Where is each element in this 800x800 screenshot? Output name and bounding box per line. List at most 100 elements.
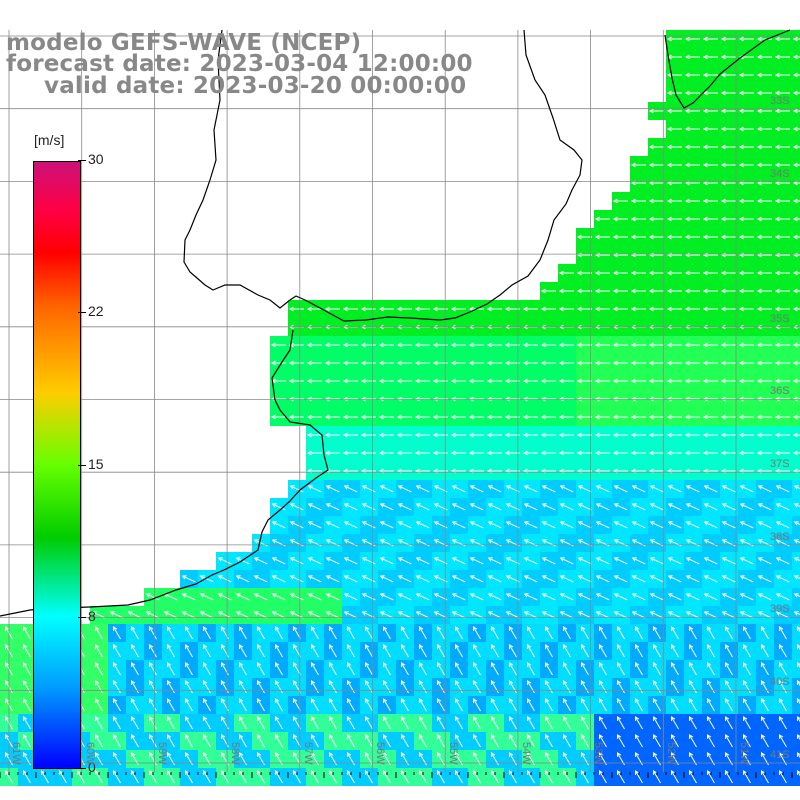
wind-arrow <box>612 378 628 384</box>
wind-arrow <box>720 288 736 294</box>
wind-arrow <box>792 36 800 42</box>
wind-arrow <box>328 770 337 784</box>
wind-arrow <box>468 378 484 384</box>
wind-arrow <box>112 770 121 784</box>
wind-arrow <box>400 734 409 748</box>
wind-arrow <box>648 378 664 384</box>
wind-arrow <box>432 450 448 456</box>
wind-arrow <box>274 716 283 730</box>
wind-arrow <box>184 698 193 712</box>
wind-arrow <box>526 716 535 730</box>
wind-arrow <box>742 698 751 712</box>
wind-arrow <box>235 575 250 583</box>
wind-cell <box>792 588 800 606</box>
wind-arrow <box>684 414 700 420</box>
wind-arrow <box>757 557 772 565</box>
wind-arrow <box>76 770 85 784</box>
wind-arrow <box>630 270 646 276</box>
wind-arrow <box>738 414 754 420</box>
wind-arrow <box>400 644 409 658</box>
wind-arrow <box>94 770 103 784</box>
wind-arrow <box>379 557 394 565</box>
wind-arrow <box>685 593 700 601</box>
wind-arrow <box>630 342 646 348</box>
wind-arrow <box>360 432 376 438</box>
wind-arrow <box>94 644 103 658</box>
wind-arrow <box>414 378 430 384</box>
wind-arrow <box>792 90 800 96</box>
wind-arrow <box>756 360 772 366</box>
wind-arrow <box>436 734 445 748</box>
wind-arrow <box>649 485 664 493</box>
wind-arrow <box>739 503 754 511</box>
wind-arrow <box>541 503 556 511</box>
wind-arrow <box>342 450 358 456</box>
lat-label: 36S <box>770 385 790 397</box>
wind-arrows <box>4 36 800 784</box>
wind-arrow <box>558 378 574 384</box>
wind-arrow <box>310 770 319 784</box>
wind-arrow <box>148 770 157 784</box>
wind-arrow <box>396 414 412 420</box>
wind-arrow <box>469 503 484 511</box>
wind-arrow <box>324 306 340 312</box>
wind-arrow <box>256 698 265 712</box>
wind-arrow <box>666 378 682 384</box>
wind-arrow <box>400 662 409 676</box>
wind-arrow <box>181 593 196 601</box>
wind-arrow <box>202 626 211 640</box>
lon-label: 52W <box>665 742 677 765</box>
wind-arrow <box>454 662 463 676</box>
wind-arrow <box>558 432 574 438</box>
wind-arrow <box>148 698 157 712</box>
wind-arrow <box>667 593 682 601</box>
wind-arrow <box>738 342 754 348</box>
wind-arrow <box>274 662 283 676</box>
wind-arrow <box>382 698 391 712</box>
wind-arrow <box>346 698 355 712</box>
wind-arrow <box>454 698 463 712</box>
wind-arrow <box>541 557 556 565</box>
wind-arrow <box>450 396 466 402</box>
wind-arrow <box>469 557 484 565</box>
wind-arrow <box>397 557 412 565</box>
wind-arrow <box>396 450 412 456</box>
wind-arrow <box>238 626 247 640</box>
wind-arrow <box>580 626 589 640</box>
wind-arrow <box>595 611 610 619</box>
wind-arrow <box>706 644 715 658</box>
wind-arrow <box>505 503 520 511</box>
wind-arrow <box>256 662 265 676</box>
wind-arrow <box>342 396 358 402</box>
wind-arrow <box>721 485 736 493</box>
wind-arrow <box>612 288 628 294</box>
wind-arrow <box>468 360 484 366</box>
wind-arrow <box>418 698 427 712</box>
wind-arrow <box>166 644 175 658</box>
wind-arrow <box>612 360 628 366</box>
wind-arrow <box>346 680 355 694</box>
wind-arrow <box>666 108 682 114</box>
wind-arrow <box>378 414 394 420</box>
wind-arrow <box>526 770 535 784</box>
wind-arrow <box>702 36 718 42</box>
wind-arrow <box>522 450 538 456</box>
wind-arrow <box>256 716 265 730</box>
wind-arrow <box>508 770 517 784</box>
wind-arrow <box>454 680 463 694</box>
lat-label: 38S <box>770 531 790 543</box>
wind-arrow <box>702 54 718 60</box>
wind-arrow <box>307 485 322 493</box>
wind-arrow <box>793 575 800 580</box>
wind-arrow <box>202 662 211 676</box>
wind-arrow <box>774 162 790 168</box>
wind-arrow <box>724 770 733 784</box>
lon-label: 54W <box>520 742 532 765</box>
wind-arrow <box>670 698 679 712</box>
wind-arrow <box>486 414 502 420</box>
wind-arrow <box>451 593 466 601</box>
colorbar-unit: [m/s] <box>34 132 65 148</box>
wind-arrow <box>670 626 679 640</box>
wind-arrow <box>720 216 736 222</box>
wind-arrow <box>793 557 800 562</box>
